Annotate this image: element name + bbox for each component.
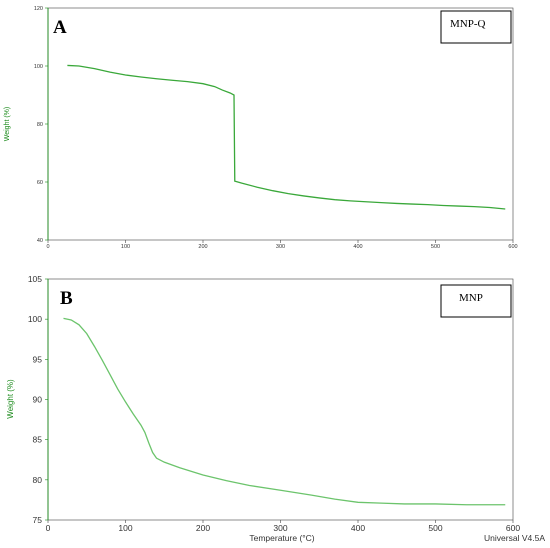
panel-b: B MNP Weight (%) Temperature (°C) Univer…	[6, 274, 545, 543]
panel-a-ticks: 0 100 200 300 400 500 600 40 60 80 100 120	[34, 6, 518, 250]
panel-a-y-axis-label: Weight (%)	[4, 107, 11, 142]
panel-b-y-tick-label: 90	[33, 394, 43, 404]
panel-b-y-tick-label: 80	[33, 475, 43, 485]
panel-a-y-tick-label: 120	[34, 6, 43, 12]
panel-b-x-tick-label: 400	[351, 523, 365, 533]
panel-a-letter: A	[53, 17, 67, 38]
panel-b-x-tick-label: 600	[506, 523, 520, 533]
panel-a-x-tick-label: 500	[431, 244, 440, 250]
panel-a-series-line	[67, 64, 506, 210]
panel-a-legend-box	[440, 10, 512, 44]
panel-b-legend-box	[440, 284, 512, 318]
panel-a-y-tick-label: 80	[37, 122, 43, 128]
panel-a-x-tick-label: 200	[198, 244, 207, 250]
panel-b-x-tick-label: 500	[428, 523, 442, 533]
panel-b-y-tick-label: 100	[28, 314, 42, 324]
panel-a-y-tick-label: 100	[34, 64, 43, 70]
panel-a-x-tick-label: 0	[46, 244, 49, 250]
panel-b-letter: B	[60, 288, 73, 309]
panel-a: A MNP-Q Weight (%) 0 100 200 300 400 500 600 40…	[4, 6, 518, 250]
panel-b-y-tick-label: 105	[28, 274, 42, 284]
panel-b-y-tick-label: 95	[33, 354, 43, 364]
panel-a-x-tick-label: 300	[276, 244, 285, 250]
panel-a-x-tick-label: 400	[353, 244, 362, 250]
panel-a-y-tick-label: 60	[37, 180, 43, 186]
panel-b-x-tick-label: 0	[46, 523, 51, 533]
panel-a-legend-label: MNP-Q	[450, 18, 486, 30]
panel-b-x-axis-label: Temperature (°C)	[249, 533, 314, 543]
panel-b-x-tick-label: 300	[273, 523, 287, 533]
panel-a-x-tick-label: 100	[121, 244, 130, 250]
panel-b-x-tick-label: 100	[118, 523, 132, 533]
software-version-footer: Universal V4.5A	[484, 533, 545, 543]
panel-b-ticks: 0 100 200 300 400 500 600 75 80 85 90 95 100 105	[28, 274, 521, 533]
panel-b-x-tick-label: 200	[196, 523, 210, 533]
panel-a-y-tick-label: 40	[37, 238, 43, 244]
panel-b-y-tick-label: 75	[33, 515, 43, 525]
panel-b-y-axis-label: Weight (%)	[6, 379, 15, 419]
panel-a-x-tick-label: 600	[508, 244, 517, 250]
panel-b-legend-label: MNP	[459, 292, 483, 304]
panel-b-series-line	[63, 317, 506, 506]
panel-b-y-tick-label: 85	[33, 435, 43, 445]
